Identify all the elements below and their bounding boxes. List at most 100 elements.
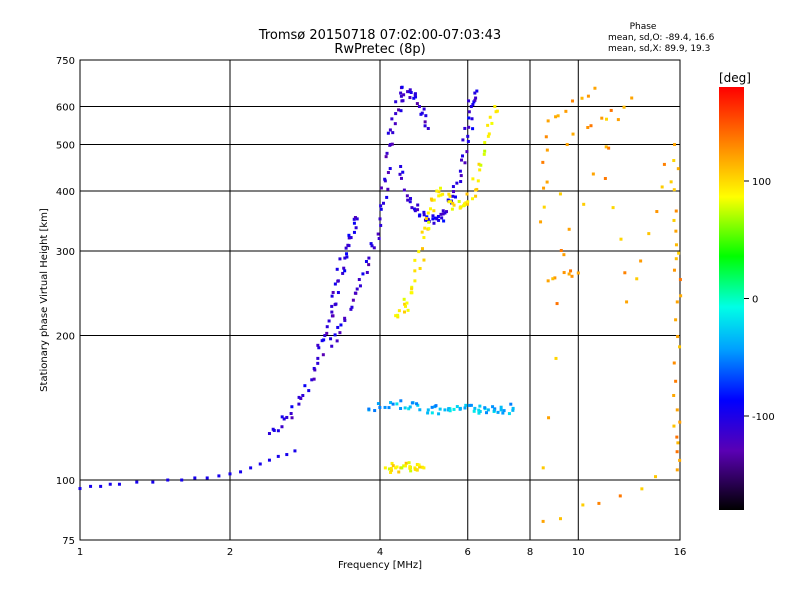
x-tick-label: 16 bbox=[674, 547, 687, 558]
data-point bbox=[409, 469, 413, 473]
data-point bbox=[479, 163, 483, 167]
data-point bbox=[593, 86, 597, 90]
data-point bbox=[349, 236, 353, 240]
data-point bbox=[336, 291, 340, 295]
data-point bbox=[416, 208, 420, 212]
data-point bbox=[461, 154, 465, 158]
data-point bbox=[404, 461, 408, 465]
data-point bbox=[386, 171, 390, 175]
data-point bbox=[406, 308, 410, 312]
data-point bbox=[458, 407, 462, 411]
data-point bbox=[586, 126, 590, 130]
data-point bbox=[394, 112, 398, 116]
data-point bbox=[616, 118, 620, 122]
data-point bbox=[676, 167, 680, 171]
data-point bbox=[378, 217, 382, 221]
horizontal-gridlines bbox=[80, 106, 680, 481]
data-point bbox=[389, 401, 393, 405]
colorbar-tick-label: -100 bbox=[752, 412, 775, 423]
data-point bbox=[405, 301, 409, 305]
data-point bbox=[654, 475, 658, 479]
data-point bbox=[379, 223, 383, 227]
data-point bbox=[399, 399, 403, 403]
data-point bbox=[353, 216, 357, 220]
x-tick-label: 4 bbox=[377, 547, 383, 558]
data-point bbox=[672, 218, 676, 222]
colorbar-ticks: 100 0 -100 bbox=[744, 177, 775, 423]
data-point bbox=[354, 226, 358, 230]
data-point bbox=[293, 449, 297, 453]
data-point bbox=[416, 403, 420, 407]
data-point bbox=[586, 94, 590, 98]
data-point bbox=[331, 314, 335, 318]
data-point bbox=[391, 402, 395, 406]
data-point bbox=[367, 256, 371, 260]
y-tick-labels: 75 100 200 300 400 500 600 750 bbox=[56, 56, 75, 547]
data-point bbox=[297, 395, 301, 399]
data-point bbox=[402, 297, 406, 301]
y-axis-label: Stationary phase Virtual Height [km] bbox=[39, 208, 50, 392]
data-point bbox=[465, 192, 469, 196]
data-point bbox=[390, 142, 394, 146]
plot-area: 1 2 4 6 8 10 16 75 100 200 300 400 500 600 750 bbox=[56, 56, 686, 558]
data-point bbox=[647, 232, 651, 236]
data-point bbox=[678, 458, 682, 462]
data-point bbox=[677, 251, 681, 255]
data-point bbox=[466, 134, 470, 138]
data-point bbox=[655, 210, 659, 214]
data-point bbox=[388, 128, 392, 132]
data-point bbox=[108, 482, 112, 486]
data-point bbox=[440, 216, 444, 220]
data-point bbox=[402, 310, 406, 314]
data-point bbox=[434, 404, 438, 408]
data-point bbox=[410, 401, 414, 405]
data-point bbox=[347, 233, 351, 237]
data-point bbox=[473, 91, 477, 95]
data-point bbox=[408, 96, 412, 100]
data-point bbox=[425, 215, 429, 219]
data-point bbox=[419, 112, 423, 116]
data-point bbox=[402, 93, 406, 97]
data-point bbox=[478, 168, 482, 172]
data-point bbox=[483, 406, 487, 410]
data-point bbox=[258, 462, 262, 466]
colorbar-unit-label: [deg] bbox=[719, 71, 751, 85]
data-point bbox=[495, 109, 499, 113]
data-point bbox=[422, 258, 426, 262]
data-point bbox=[338, 331, 342, 335]
data-point bbox=[341, 271, 345, 275]
data-point bbox=[344, 246, 348, 250]
data-point bbox=[423, 120, 427, 124]
data-point bbox=[467, 125, 471, 129]
series-7 bbox=[383, 461, 426, 474]
data-point bbox=[316, 361, 320, 365]
data-point bbox=[673, 143, 677, 147]
data-point bbox=[604, 145, 608, 149]
data-point bbox=[455, 405, 459, 409]
data-point bbox=[342, 266, 346, 270]
data-point bbox=[358, 284, 362, 288]
x-tick-labels: 1 2 4 6 8 10 16 bbox=[77, 547, 687, 558]
y-tick-label: 600 bbox=[56, 103, 75, 114]
data-point bbox=[415, 463, 419, 467]
data-point bbox=[418, 213, 422, 217]
data-point bbox=[399, 91, 403, 95]
data-point bbox=[353, 291, 357, 295]
data-point bbox=[539, 220, 543, 224]
data-point bbox=[205, 476, 209, 480]
data-point bbox=[674, 379, 678, 383]
data-point bbox=[443, 408, 447, 412]
data-point bbox=[600, 116, 604, 120]
data-point bbox=[267, 432, 271, 436]
data-point bbox=[390, 117, 394, 121]
data-point bbox=[403, 464, 407, 468]
data-point bbox=[471, 103, 475, 107]
data-point bbox=[418, 465, 422, 469]
data-point bbox=[422, 210, 426, 214]
data-point bbox=[553, 276, 557, 280]
data-point bbox=[420, 230, 424, 234]
data-point bbox=[365, 270, 369, 274]
data-point bbox=[420, 247, 424, 251]
phase-stats-o: mean, sd,O: -89.4, 16.6 bbox=[608, 33, 715, 43]
data-point bbox=[429, 207, 433, 211]
